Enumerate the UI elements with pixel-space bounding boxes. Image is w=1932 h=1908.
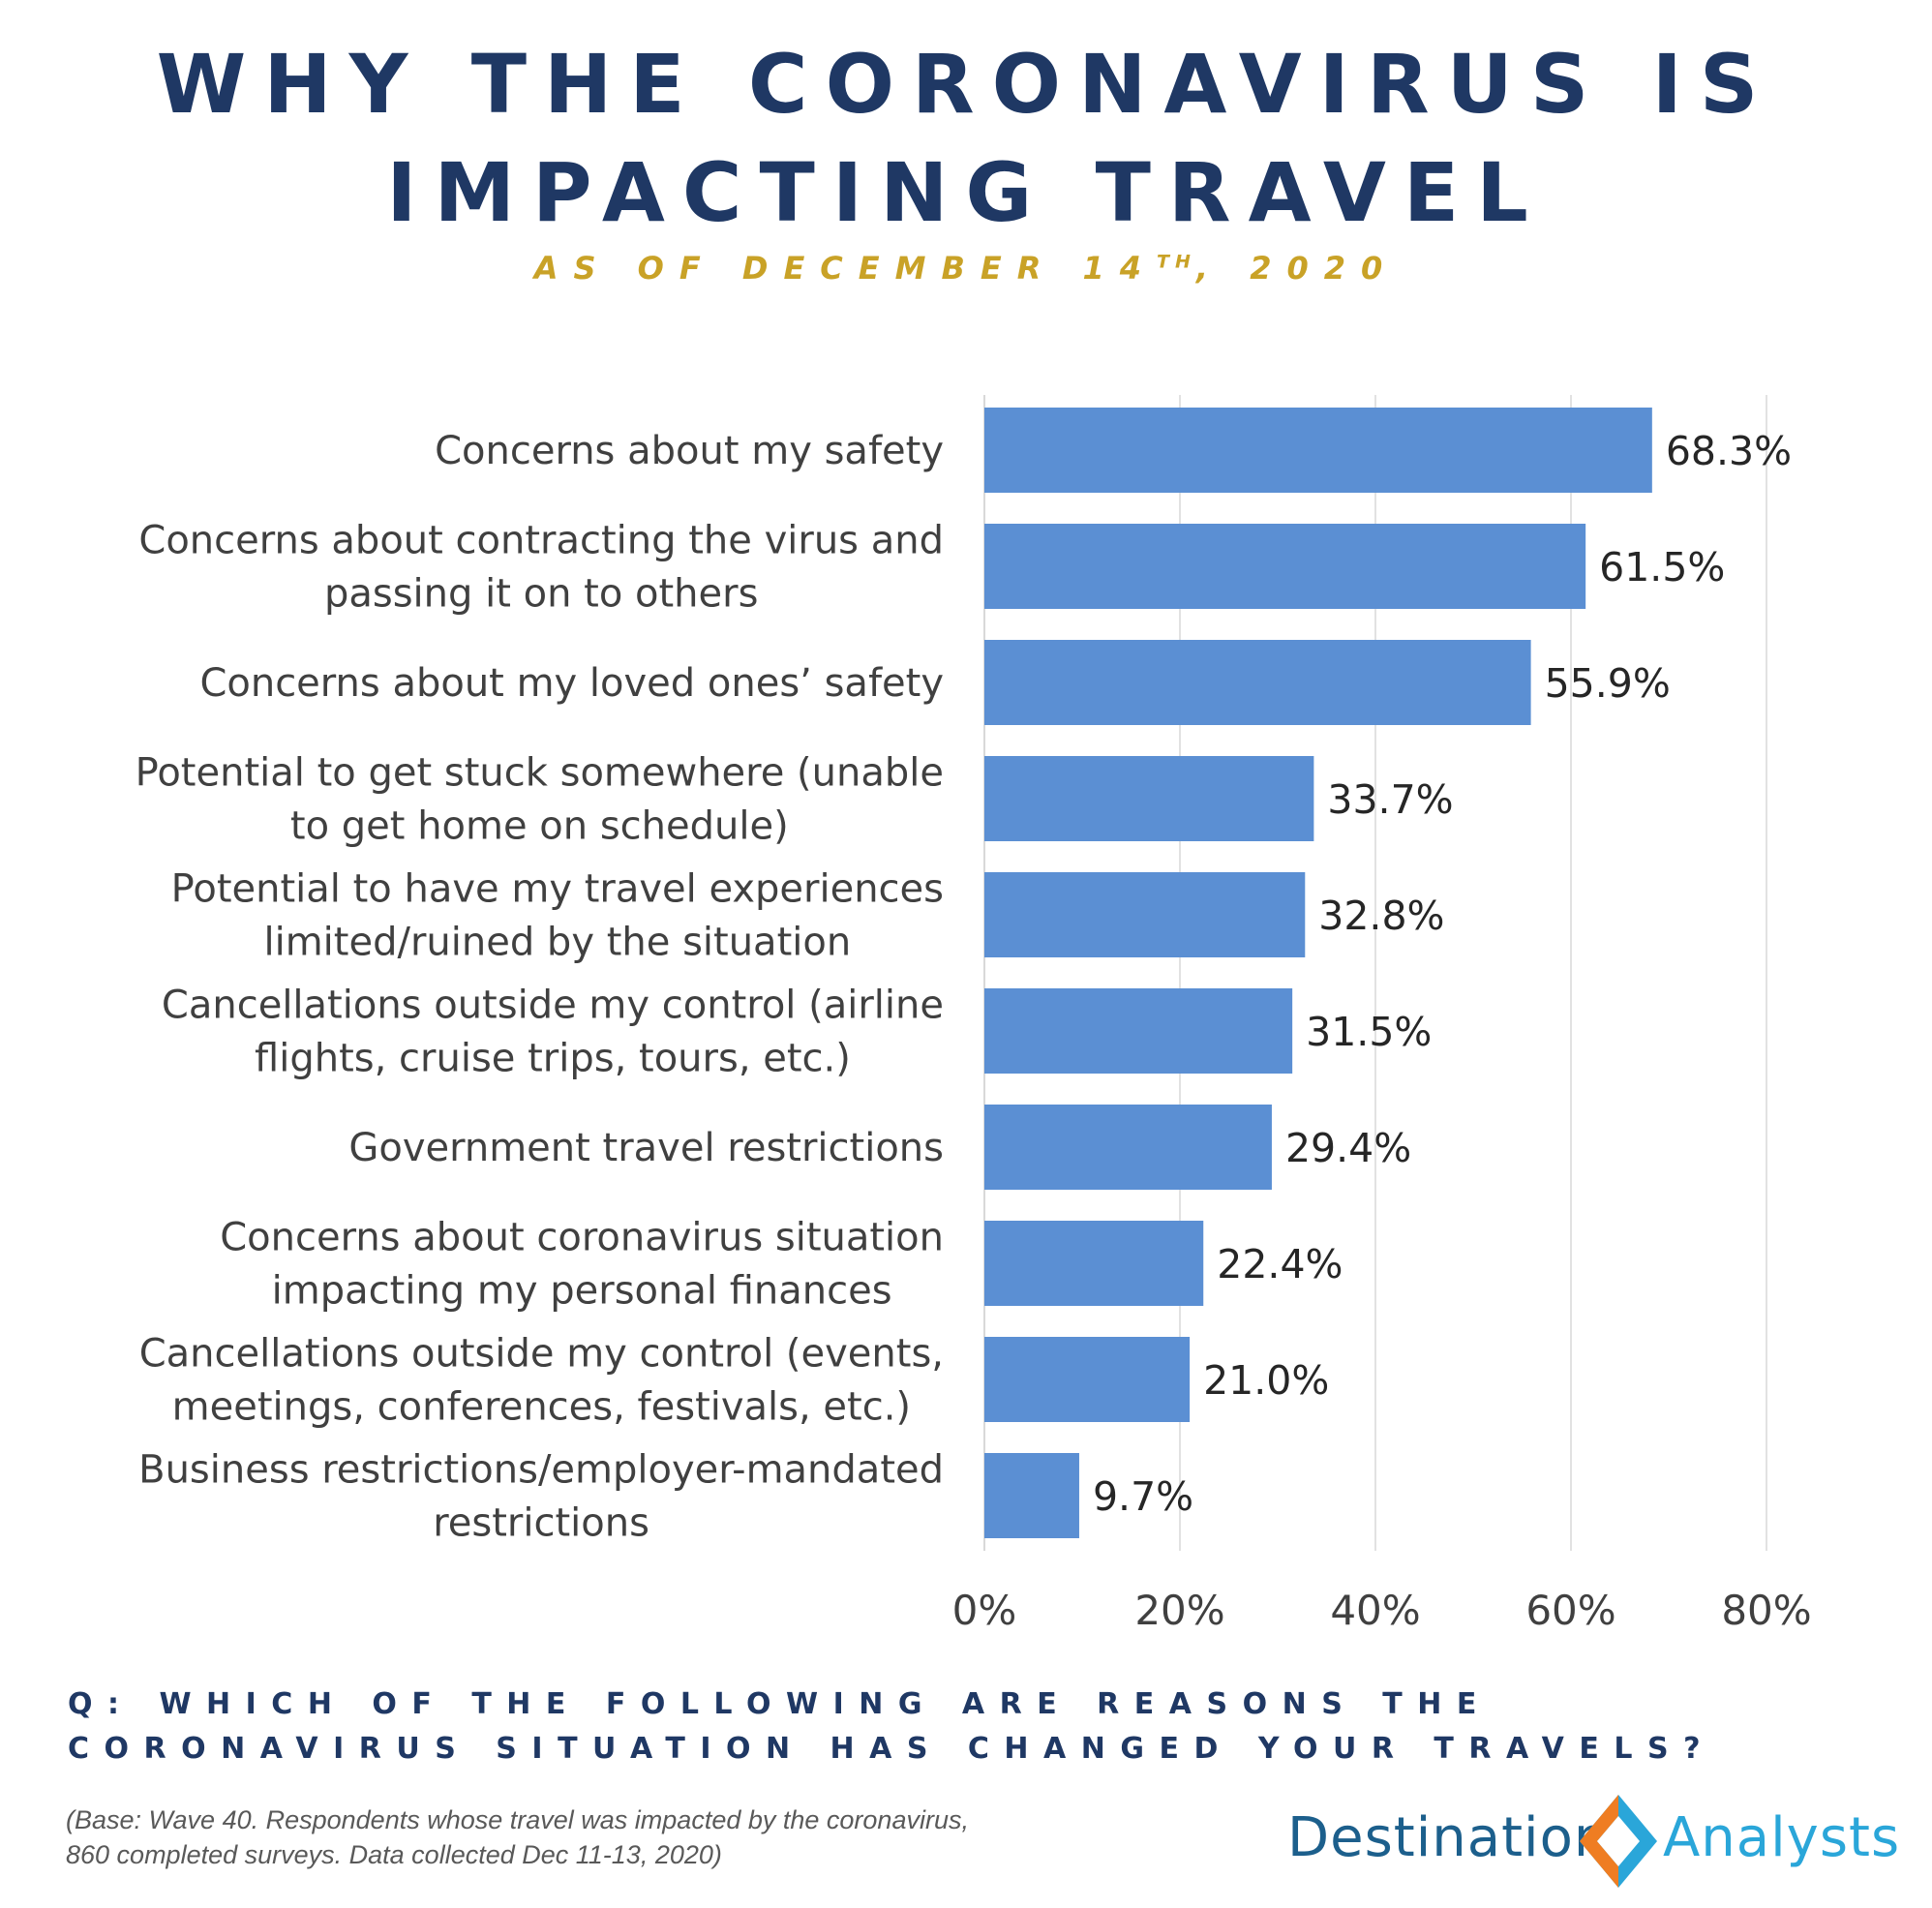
subtitle-year: , 2020 (1195, 250, 1399, 287)
bar (984, 1221, 1204, 1306)
data-label: 21.0% (1203, 1357, 1329, 1404)
x-tick-label: 40% (1330, 1587, 1420, 1634)
destination-analysts-logo: Destination Analysts (1287, 1789, 1907, 1895)
bar (984, 872, 1306, 957)
bar (984, 640, 1531, 725)
category-label: Potential to get stuck somewhere (unable (136, 751, 944, 796)
data-label: 33.7% (1327, 776, 1453, 823)
x-tick-label: 0% (952, 1587, 1017, 1634)
bar (984, 756, 1314, 841)
category-label: to get home on schedule) (290, 804, 789, 849)
diamond-logo-icon (1580, 1795, 1657, 1888)
subtitle-date: AS OF DECEMBER 14 (533, 250, 1158, 287)
chart-title-line-1: WHY THE CORONAVIRUS IS (156, 37, 1776, 132)
x-tick-label: 80% (1721, 1587, 1811, 1634)
data-label: 29.4% (1285, 1125, 1411, 1171)
bar (984, 1453, 1079, 1538)
survey-question: Q: WHICH OF THE FOLLOWING ARE REASONS TH… (68, 1687, 1715, 1766)
category-label: Business restrictions/employer-mandated (138, 1448, 944, 1493)
logo-word-destination: Destination (1287, 1806, 1610, 1869)
data-label: 61.5% (1599, 544, 1725, 591)
category-label: Potential to have my travel experiences (171, 867, 944, 912)
x-tick-label: 60% (1525, 1587, 1615, 1634)
data-label: 9.7% (1093, 1473, 1193, 1520)
bar (984, 1105, 1272, 1190)
logo-word-analysts: Analysts (1663, 1806, 1901, 1869)
chart-subtitle: AS OF DECEMBER 14TH, 2020 (0, 250, 1932, 287)
category-label: restrictions (433, 1501, 649, 1546)
bar (984, 988, 1293, 1074)
subtitle-ordinal: TH (1157, 251, 1196, 273)
category-label: limited/ruined by the situation (263, 921, 851, 965)
x-tick-label: 20% (1134, 1587, 1224, 1634)
category-label: Concerns about my loved ones’ safety (199, 661, 944, 706)
data-label: 68.3% (1666, 428, 1792, 474)
category-label: passing it on to others (324, 572, 758, 617)
category-label: Concerns about contracting the virus and (138, 519, 944, 563)
bar (984, 408, 1652, 493)
base-note: (Base: Wave 40. Respondents whose travel… (66, 1802, 1227, 1872)
data-label: 55.9% (1545, 660, 1671, 707)
category-label: Cancellations outside my control (airlin… (162, 984, 944, 1028)
base-note-line-2: 860 completed surveys. Data collected De… (66, 1840, 722, 1869)
category-label: flights, cruise trips, tours, etc.) (255, 1037, 851, 1081)
data-label: 32.8% (1318, 893, 1444, 939)
bar (984, 524, 1586, 609)
chart-title-line-2: IMPACTING TRAVEL (386, 145, 1546, 240)
base-note-line-1: (Base: Wave 40. Respondents whose travel… (66, 1805, 969, 1834)
category-label: Concerns about my safety (435, 429, 944, 473)
category-label: impacting my personal finances (272, 1269, 892, 1314)
bar-chart: 68.3% Concerns about my safety 61.5% Concer… (136, 395, 1812, 1634)
data-label: 31.5% (1306, 1009, 1432, 1055)
category-label: meetings, conferences, festivals, etc.) (172, 1385, 911, 1430)
category-label: Government travel restrictions (348, 1126, 944, 1170)
category-label: Cancellations outside my control (events… (139, 1332, 944, 1377)
category-label: Concerns about coronavirus situation (220, 1216, 944, 1260)
data-label: 22.4% (1217, 1241, 1343, 1287)
bar (984, 1337, 1191, 1422)
